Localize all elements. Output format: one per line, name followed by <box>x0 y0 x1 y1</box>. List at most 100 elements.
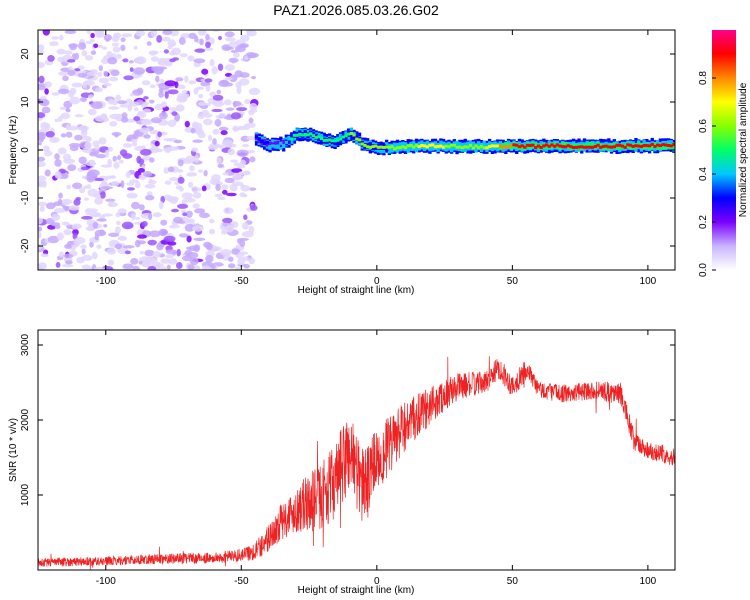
noise-blob <box>129 67 134 72</box>
noise-blob <box>80 129 88 137</box>
snr-plot: -100 -50 0 50 100 1000 2000 3000 Height of str… <box>8 329 676 596</box>
ridge-segment <box>509 144 513 150</box>
noise-blob <box>228 263 236 269</box>
ridge-segment <box>417 145 421 149</box>
noise-blob <box>109 113 122 120</box>
ridge-segment <box>601 144 606 148</box>
ridge-segment <box>479 144 484 148</box>
noise-blob <box>88 94 94 99</box>
ridge-segment <box>656 143 660 147</box>
ridge-segment <box>615 143 619 147</box>
y-tick-label: -10 <box>20 190 31 205</box>
ridge-segment <box>428 144 432 151</box>
noise-blob <box>187 55 195 62</box>
noise-blob <box>129 101 140 107</box>
noise-blob <box>101 181 108 185</box>
noise-blob <box>89 241 94 248</box>
noise-blob <box>144 249 155 257</box>
noise-blob <box>232 127 241 131</box>
noise-blob <box>245 30 254 33</box>
noise-blob <box>81 264 91 270</box>
ridge-segment <box>257 137 261 141</box>
noise-blob <box>203 113 213 118</box>
noise-blob <box>84 197 89 201</box>
noise-blob <box>192 225 204 232</box>
noise-blob <box>238 171 245 175</box>
ridge-segment <box>403 146 408 150</box>
ridge-segment <box>466 145 470 149</box>
ridge-segment <box>618 143 622 147</box>
noise-blob <box>242 222 249 230</box>
noise-blob <box>171 111 178 116</box>
noise-blob <box>152 251 161 258</box>
noise-blob <box>38 161 46 168</box>
noise-blob <box>204 78 213 83</box>
noise-blob <box>171 208 179 213</box>
noise-blob <box>110 175 117 179</box>
ridge-segment <box>311 134 316 138</box>
noise-blob <box>38 112 46 119</box>
ridge-segment <box>664 143 668 147</box>
noise-blob <box>246 136 255 141</box>
noise-blob <box>71 223 82 230</box>
noise-blob <box>121 221 134 230</box>
noise-blob <box>193 244 201 253</box>
noise-blob <box>236 86 242 95</box>
noise-blob <box>230 221 239 228</box>
noise-blob <box>216 157 222 165</box>
ridge-segment <box>482 146 486 150</box>
ridge-segment <box>642 144 646 147</box>
noise-blob <box>188 80 196 85</box>
noise-blob <box>94 177 104 182</box>
ridge-segment <box>368 145 372 149</box>
noise-blob <box>44 150 53 157</box>
y-tick-label: 10 <box>20 96 31 108</box>
noise-blob <box>110 69 120 77</box>
noise-blob <box>118 159 124 164</box>
noise-blob <box>175 77 184 82</box>
ridge-segment <box>309 132 313 136</box>
noise-blob <box>102 46 108 50</box>
ridge-segment <box>414 143 419 147</box>
noise-blob <box>130 138 138 143</box>
noise-blob <box>116 155 122 161</box>
noise-blob <box>66 184 71 190</box>
ridge-segment <box>352 133 356 137</box>
noise-blob <box>163 235 176 243</box>
noise-blob <box>93 43 99 49</box>
noise-blob <box>249 156 256 163</box>
noise-blob <box>92 251 98 260</box>
noise-blob <box>203 118 213 126</box>
ridge-segment <box>645 144 649 148</box>
noise-blob <box>89 152 98 157</box>
ridge-segment <box>593 145 597 148</box>
noise-blob <box>249 103 258 110</box>
noise-blob <box>199 38 204 46</box>
noise-blob <box>139 251 145 255</box>
ridge-segment <box>300 133 305 137</box>
ridge-segment <box>653 144 657 148</box>
noise-blob <box>236 165 246 169</box>
noise-blob <box>224 31 235 38</box>
noise-blob <box>140 148 152 156</box>
ridge-segment <box>287 137 291 144</box>
noise-blob <box>117 100 127 105</box>
colorbar-tick-label: 0.6 <box>698 119 709 133</box>
noise-blob <box>161 101 167 108</box>
noise-blob <box>82 147 93 154</box>
noise-blob <box>235 45 246 53</box>
noise-blob <box>62 75 69 82</box>
noise-blob <box>74 134 83 141</box>
ridge-segment <box>425 145 429 149</box>
x-tick-label: -100 <box>96 276 116 287</box>
noise-blob <box>248 117 254 124</box>
ridge-segment <box>368 142 372 149</box>
noise-blob <box>176 248 181 257</box>
ridge-segment <box>669 144 673 148</box>
noise-blob <box>115 94 122 101</box>
ridge-segment <box>661 143 665 147</box>
chart-title: PAZ1.2026.085.03.26.G02 <box>273 2 439 18</box>
noise-blob <box>133 45 138 50</box>
noise-blob <box>176 169 184 173</box>
noise-blob <box>131 201 140 210</box>
